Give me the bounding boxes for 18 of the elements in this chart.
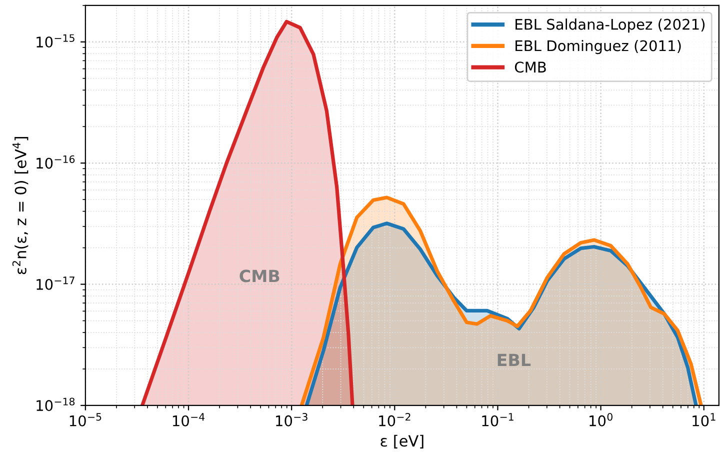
y-tick-label: 10$^{−16}$ [36,155,75,169]
x-axis-title: ε [eV] [380,434,424,448]
y-tick-label: 10$^{−17}$ [36,276,74,290]
y-tick-label: 10$^{−18}$ [36,398,75,412]
x-tick-label: 10$^{0}$ [590,412,612,426]
x-tick-label: 10$^{−1}$ [482,413,514,426]
x-tick-label: 10$^{−2}$ [379,412,410,426]
legend-label: CMB [514,62,546,73]
annotation: EBL [498,354,531,366]
x-tick-label: 10$^{1}$ [692,413,716,426]
annotation: CMB [240,270,280,282]
y-axis-title: ε$^{2}$n(ε, z = 0) [eV$^{4}$] [12,137,28,274]
x-tick-label: 10$^{−4}$ [172,413,205,426]
x-tick-label: 10$^{−5}$ [70,413,102,426]
y-tick-label: 10$^{−15}$ [36,34,74,48]
legend-label: EBL Dominguez (2011) [516,40,681,54]
legend-label: EBL Saldana-Lopez (2021) [516,18,705,33]
x-tick-label: 10$^{−3}$ [276,412,308,426]
